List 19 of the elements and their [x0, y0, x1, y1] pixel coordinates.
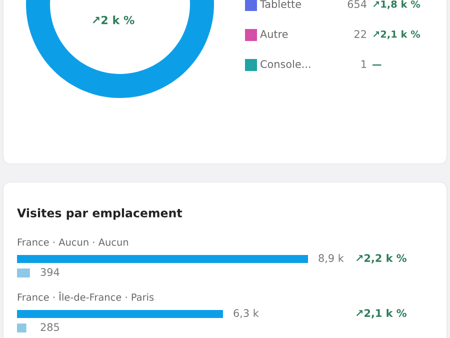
category-label: Tablette	[260, 0, 301, 8]
data-label: 394	[40, 268, 60, 276]
text: ↗2,1 k %	[373, 30, 420, 40]
data-label: 8,9 k	[318, 254, 344, 264]
data-label: 22	[354, 30, 366, 38]
text: ↗1,8 k %	[373, 0, 420, 10]
category-label: Autre	[260, 30, 288, 38]
data-label: 6,3 k	[234, 308, 259, 318]
y-tick-label: France · Île-de-France · Paris	[18, 292, 154, 301]
y-tick-label: France · Aucun · Aucun	[18, 238, 128, 246]
text: —	[372, 64, 382, 66]
text: ↗2 k %	[92, 16, 134, 24]
data-label: 285	[40, 323, 59, 332]
text: ↗2,1 k %	[356, 308, 406, 318]
data-label: 654	[348, 0, 366, 8]
data-label: 1	[362, 60, 366, 68]
chart-title: Visites par emplacement	[17, 208, 182, 220]
category-label: Console...	[260, 60, 310, 68]
text: ↗2,2 k %	[356, 254, 406, 264]
